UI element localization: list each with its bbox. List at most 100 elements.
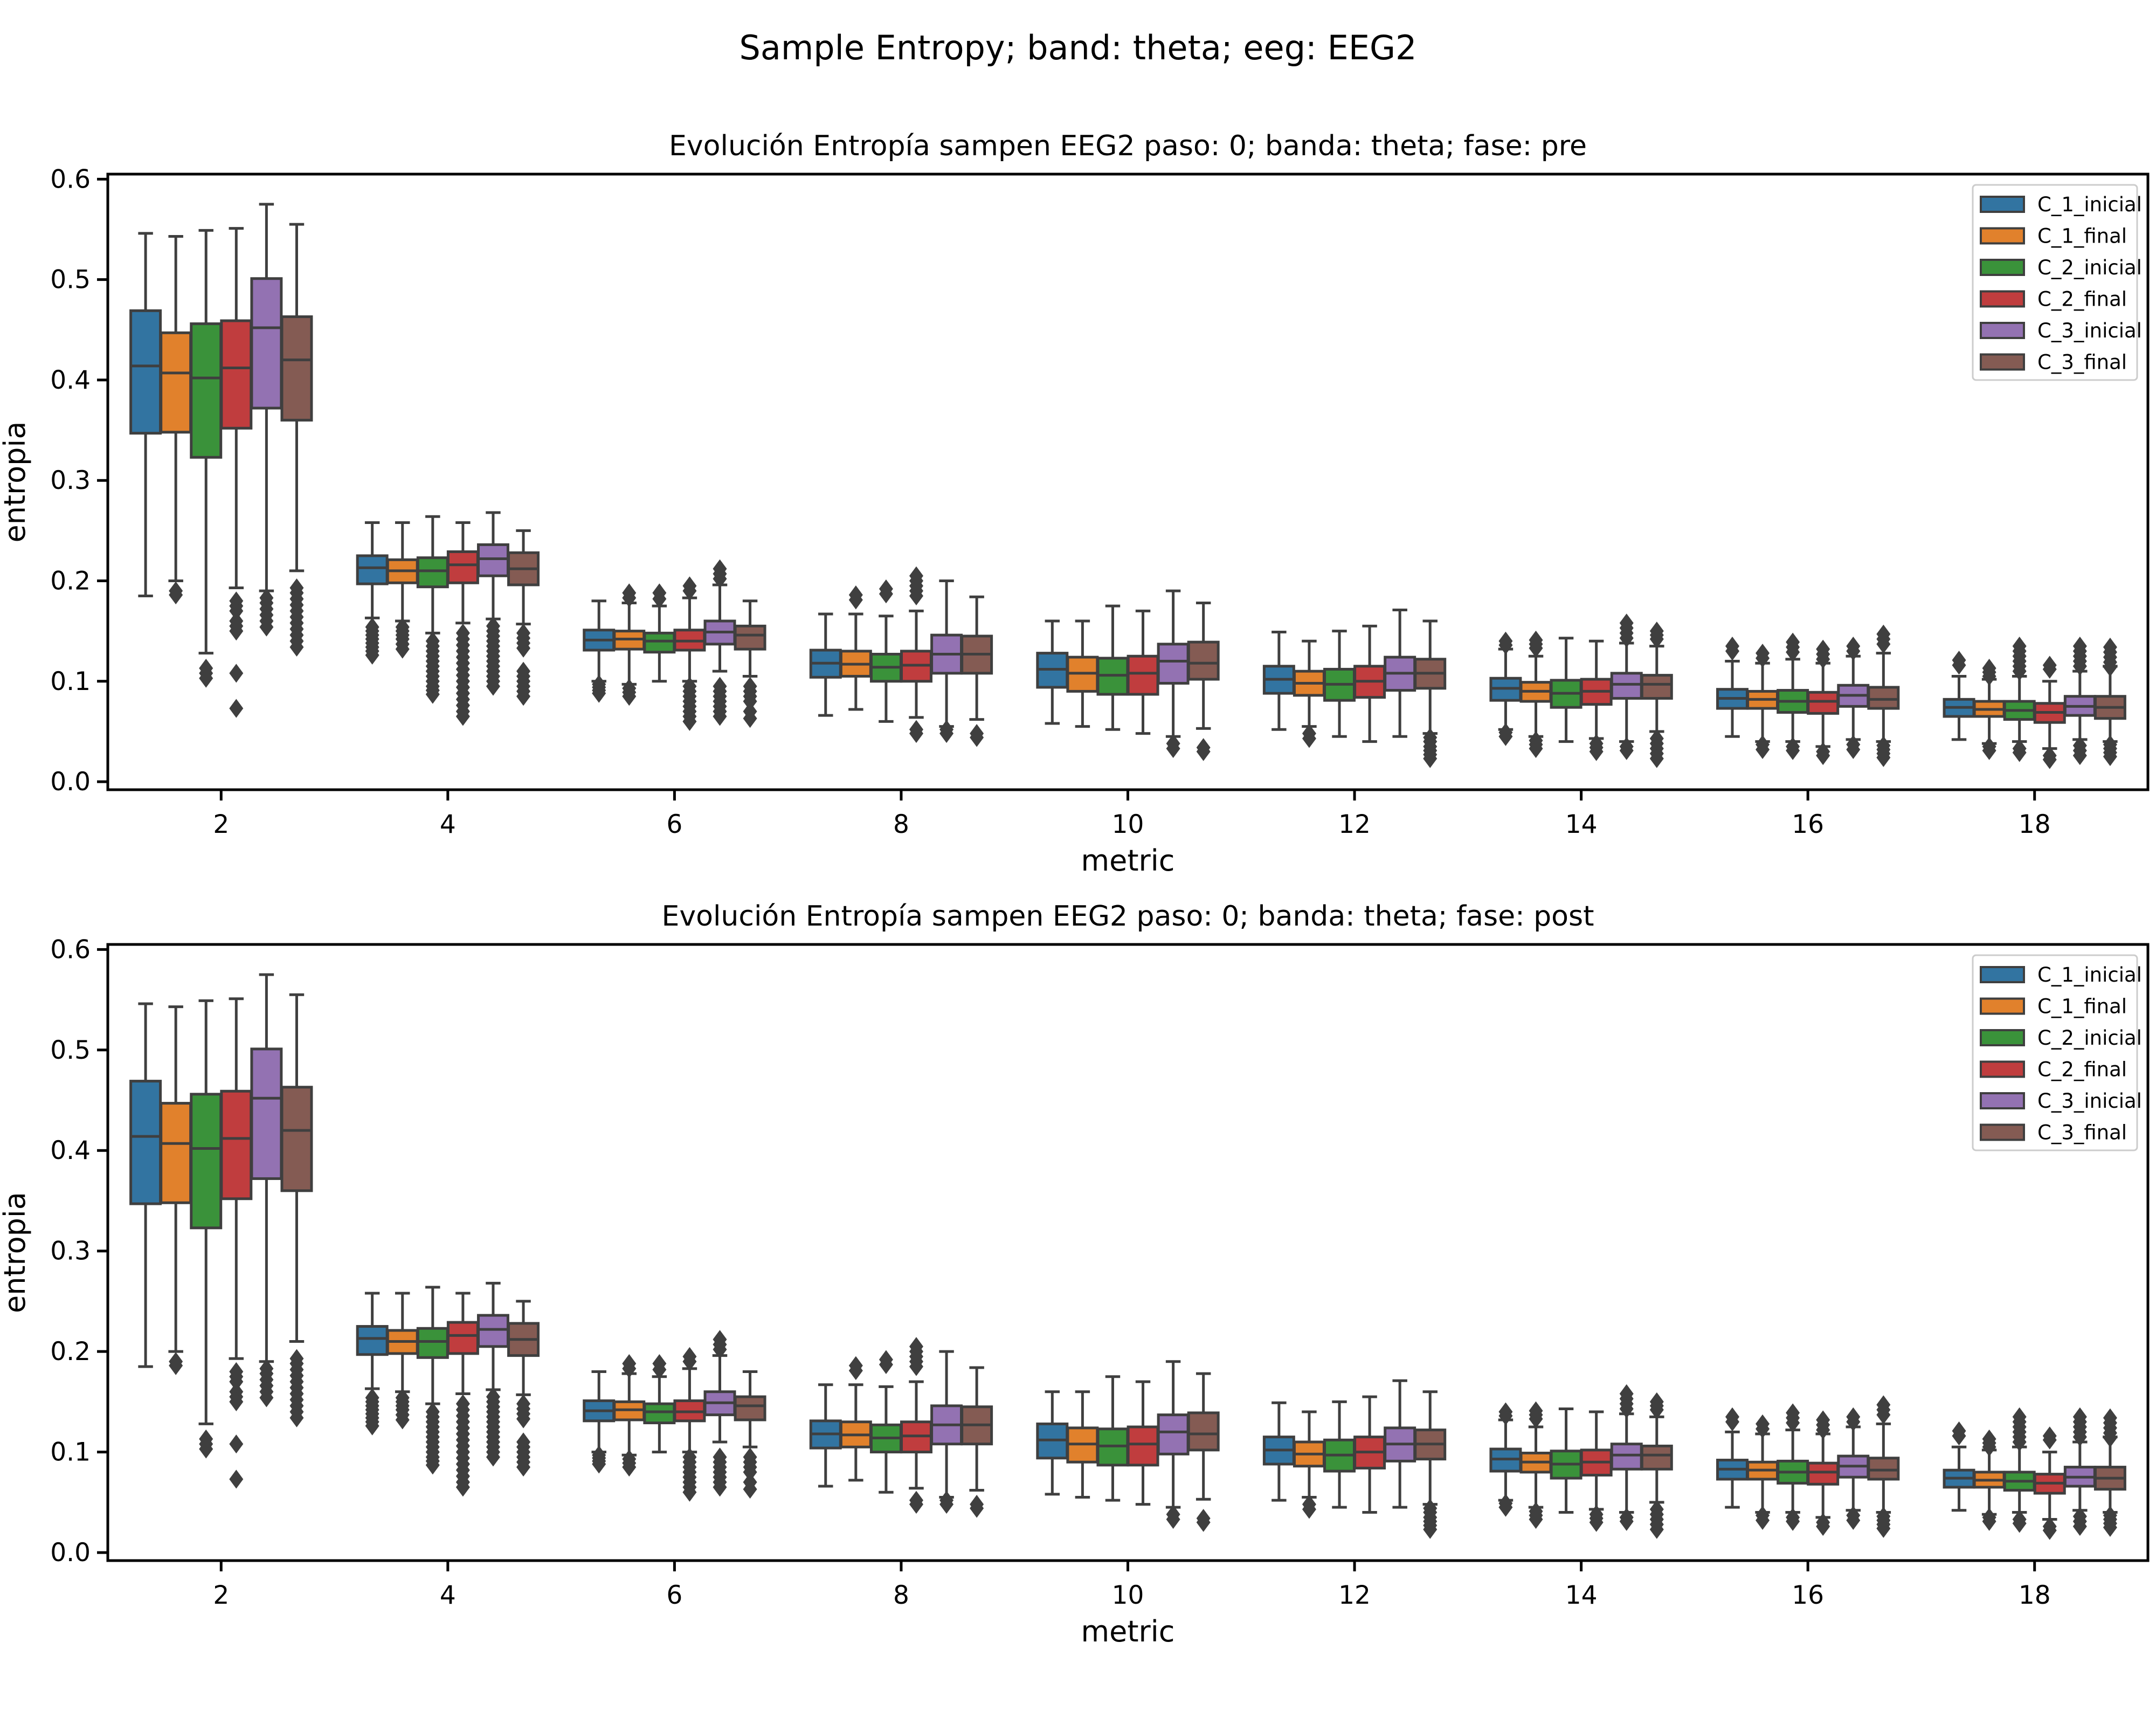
series-C_2_final	[220, 227, 2066, 769]
outlier-marker	[1846, 1412, 1861, 1432]
box-C_2_inicial-8	[869, 1350, 902, 1494]
legend-swatch	[1980, 1092, 2025, 1109]
outlier-marker	[1529, 638, 1543, 658]
iqr-box	[734, 624, 766, 651]
iqr-box	[1610, 672, 1643, 700]
box-C_1_final-14	[1519, 1401, 1552, 1529]
box-C_1_final-2	[160, 235, 192, 605]
outlier-marker	[1302, 729, 1316, 748]
outlier-marker	[1756, 1510, 1770, 1530]
outlier-marker	[1982, 1437, 1996, 1457]
iqr-box	[446, 550, 479, 584]
outlier-marker	[879, 1355, 893, 1374]
outlier-marker	[1498, 1498, 1513, 1517]
outlier-marker	[1982, 666, 1996, 686]
outlier-marker	[713, 1478, 727, 1497]
outlier-marker	[1756, 740, 1770, 760]
x-tick-label: 16	[1792, 1581, 1824, 1610]
box-C_3_inicial-18	[2063, 1407, 2096, 1536]
iqr-box	[643, 1402, 676, 1425]
series-C_3_inicial	[250, 203, 2096, 765]
box-C_3_inicial-4	[476, 1281, 509, 1467]
iqr-box	[220, 319, 253, 430]
iqr-box	[1187, 1411, 1220, 1452]
x-tick-label: 8	[893, 810, 909, 839]
box-C_3_final-6	[734, 599, 766, 728]
outlier-marker	[365, 645, 379, 665]
outlier-marker	[909, 586, 923, 605]
box-C_3_inicial-8	[930, 579, 963, 743]
iqr-box	[250, 1047, 283, 1180]
iqr-box	[1157, 1413, 1190, 1455]
outlier-marker	[1786, 1512, 1800, 1531]
box-C_2_final-14	[1580, 639, 1613, 761]
box-C_3_inicial-4	[476, 511, 509, 696]
iqr-box	[356, 554, 389, 585]
box-C_1_inicial-10	[1036, 1390, 1069, 1496]
y-tick-label: 0.1	[50, 1438, 91, 1467]
box-C_3_inicial-10	[1157, 1360, 1190, 1529]
box-C_3_inicial-6	[703, 1330, 736, 1497]
box-C_1_final-4	[386, 1292, 419, 1430]
outlier-marker	[1498, 727, 1513, 746]
y-tick-label: 0.0	[50, 1538, 91, 1568]
box-C_2_inicial-16	[1777, 1403, 1809, 1531]
outlier-marker	[486, 677, 500, 696]
subplot-pre: Evolución Entropía sampen EEG2 paso: 0; …	[0, 130, 2150, 878]
x-tick-label: 16	[1792, 810, 1824, 839]
outlier-marker	[970, 728, 984, 747]
box-C_2_inicial-2	[190, 229, 223, 688]
box-C_1_inicial-14	[1489, 631, 1522, 746]
box-C_2_inicial-4	[416, 1286, 449, 1475]
iqr-box	[280, 1086, 313, 1192]
outlier-marker	[1756, 648, 1770, 668]
box-C_2_final-10	[1127, 609, 1159, 735]
outlier-marker	[1786, 741, 1800, 760]
box-C_3_inicial-6	[703, 559, 736, 726]
outlier-marker	[365, 1416, 379, 1436]
legend-entry-C_1_inicial: C_1_inicial	[1980, 193, 2142, 216]
outlier-marker	[229, 601, 244, 620]
legend-label: C_1_final	[2037, 225, 2127, 248]
box-C_2_inicial-16	[1777, 632, 1809, 760]
box-C_1_inicial-2	[129, 1002, 162, 1368]
iqr-box	[1640, 1444, 1673, 1471]
outlier-marker	[395, 1410, 410, 1430]
iqr-box	[190, 1093, 223, 1230]
box-C_3_inicial-16	[1837, 1407, 1870, 1530]
iqr-box	[250, 277, 283, 410]
iqr-box	[643, 631, 676, 654]
legend-swatch	[1980, 290, 2025, 308]
outlier-marker	[682, 712, 697, 731]
outlier-marker	[2012, 661, 2027, 681]
x-tick-label: 2	[213, 1581, 229, 1610]
box-C_1_inicial-6	[583, 1370, 616, 1474]
iqr-box	[190, 322, 223, 459]
outlier-marker	[1619, 741, 1634, 760]
outlier-marker	[652, 1360, 667, 1379]
legend-entry-C_1_inicial: C_1_inicial	[1980, 963, 2142, 986]
outlier-marker	[682, 1352, 697, 1371]
box-C_2_final-6	[673, 1347, 706, 1502]
outlier-marker	[2042, 1430, 2057, 1450]
legend: C_1_inicial C_1_final C_2_inicial C_2_final…	[1972, 184, 2142, 381]
box-C_1_inicial-8	[809, 612, 842, 717]
box-C_1_final-2	[160, 1005, 192, 1375]
box-C_2_final-4	[446, 521, 479, 726]
legend-label: C_2_final	[2037, 1058, 2127, 1081]
outlier-marker	[1498, 636, 1513, 655]
outlier-marker	[1846, 1510, 1861, 1530]
box-C_3_inicial-12	[1384, 609, 1416, 738]
outlier-marker	[652, 589, 667, 609]
box-C_1_inicial-12	[1262, 631, 1295, 731]
outlier-marker	[909, 1495, 923, 1514]
outlier-marker	[743, 1462, 757, 1482]
outlier-marker	[1423, 749, 1438, 768]
iqr-box	[416, 556, 449, 589]
x-tick-label: 4	[440, 1581, 456, 1610]
outlier-marker	[259, 617, 274, 637]
outlier-marker	[622, 1458, 637, 1477]
outlier-marker	[455, 1478, 470, 1497]
legend-entry-C_3_final: C_3_final	[1980, 1121, 2127, 1144]
box-C_2_inicial-12	[1323, 1400, 1356, 1509]
